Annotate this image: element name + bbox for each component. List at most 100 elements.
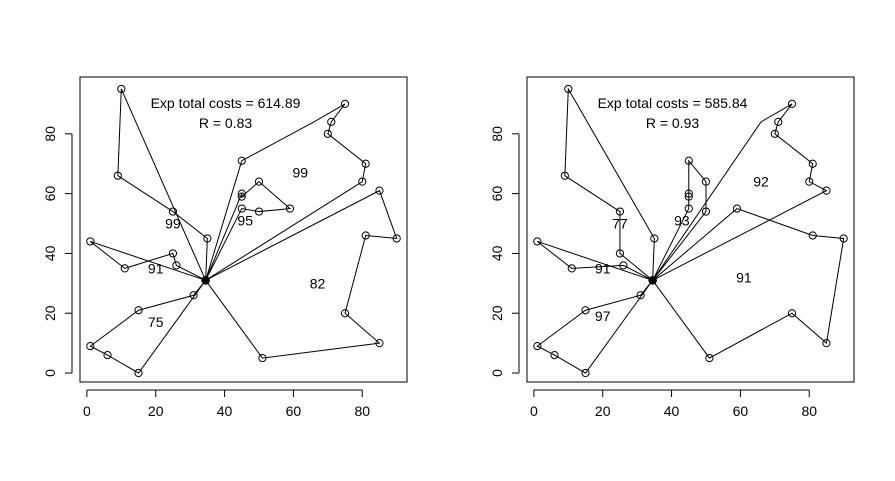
y-tick-label: 60 [489, 186, 505, 202]
x-tick-label: 0 [530, 403, 538, 419]
customer-point [189, 291, 198, 300]
customer-point [86, 342, 95, 351]
customer-point [392, 234, 401, 243]
customer-point [839, 234, 848, 243]
customer-point [684, 156, 693, 165]
route-label: 95 [237, 213, 253, 229]
customer-point [533, 342, 542, 351]
y-tick-label: 0 [489, 369, 505, 377]
customer-point [684, 189, 693, 198]
customer-point [822, 339, 831, 348]
route-line-4 [652, 159, 707, 281]
customer-point [103, 350, 112, 360]
customer-point [254, 177, 264, 186]
customer-point [117, 84, 126, 94]
customer-point [581, 368, 590, 378]
customer-point [650, 234, 659, 243]
y-tick-label: 80 [489, 126, 505, 142]
x-tick-label: 20 [595, 403, 611, 419]
customer-point [361, 159, 370, 168]
route-line-1 [564, 87, 655, 281]
chart-panel-1: 0 20 40 60 80 0 20 40 60 80 99 91 75 95 99 82 Exp total … [42, 76, 408, 419]
customer-point [787, 99, 797, 109]
x-tick-label: 40 [217, 403, 233, 419]
customer-point [550, 350, 559, 360]
route-label: 99 [293, 165, 309, 181]
customer-point [120, 264, 129, 273]
customer-point [701, 177, 711, 186]
customer-point [581, 306, 590, 315]
customer-point [113, 171, 122, 180]
annotation-2: R = 0.93 [646, 115, 700, 131]
route-line-2 [90, 240, 206, 281]
customer-point [636, 291, 645, 300]
customer-point [770, 129, 779, 138]
customer-point [375, 339, 384, 348]
customer-point [822, 186, 831, 195]
route-label: 91 [736, 269, 752, 285]
annotation-1: Exp total costs = 614.89 [151, 95, 301, 111]
customer-point [237, 156, 246, 165]
customer-point [619, 261, 628, 270]
route-label: 93 [674, 213, 690, 229]
customer-point [615, 207, 625, 216]
customer-point [361, 231, 370, 240]
x-tick-label: 0 [83, 403, 91, 419]
plot-frame [526, 76, 855, 383]
route-line-6 [205, 189, 398, 359]
customer-point [684, 192, 693, 201]
route-line-6 [652, 208, 845, 359]
customer-point [787, 309, 797, 318]
customer-point [805, 177, 814, 186]
customer-point [774, 117, 783, 126]
route-line-5 [205, 103, 367, 281]
customer-point [808, 159, 817, 168]
customer-point [86, 237, 95, 246]
customer-point [615, 249, 625, 258]
annotation-2: R = 0.83 [199, 115, 253, 131]
customer-point [375, 186, 384, 195]
y-tick-label: 80 [42, 126, 58, 142]
customer-point [134, 306, 143, 315]
x-tick-label: 60 [733, 403, 749, 419]
customer-point [237, 189, 246, 198]
customer-point [564, 84, 573, 94]
route-label: 77 [612, 216, 628, 232]
route-line-3 [89, 280, 207, 374]
y-tick-label: 20 [489, 305, 505, 321]
customer-point [168, 249, 178, 258]
depot-point [648, 276, 657, 285]
route-line-3 [536, 280, 654, 374]
customer-point [560, 171, 569, 180]
x-tick-label: 60 [286, 403, 302, 419]
customer-point [237, 204, 246, 213]
route-line-5 [652, 103, 828, 281]
customer-point [732, 204, 742, 213]
route-line-2 [537, 240, 653, 281]
customer-point [533, 237, 542, 246]
customer-point [254, 207, 264, 216]
chart-panel-2: 0 20 40 60 80 0 20 40 60 80 77 91 97 93 92 91 Exp total … [489, 76, 855, 419]
x-tick-label: 80 [801, 403, 817, 419]
customer-point [705, 353, 714, 363]
customer-point [323, 129, 332, 138]
y-tick-label: 40 [42, 245, 58, 261]
customer-point [684, 204, 693, 213]
x-tick-label: 40 [664, 403, 680, 419]
route-line-4 [205, 180, 292, 281]
depot-point [201, 276, 210, 285]
customer-point [134, 368, 143, 378]
y-tick-label: 20 [42, 305, 58, 321]
customer-point [237, 192, 246, 201]
y-tick-label: 40 [489, 245, 505, 261]
route-label: 91 [595, 260, 611, 276]
route-label: 75 [148, 314, 164, 330]
x-tick-label: 20 [148, 403, 164, 419]
route-line-1 [117, 88, 208, 281]
customer-point [701, 207, 711, 216]
customer-point [258, 353, 267, 363]
route-label: 99 [165, 216, 181, 232]
route-label: 97 [595, 308, 611, 324]
x-tick-label: 80 [354, 403, 370, 419]
